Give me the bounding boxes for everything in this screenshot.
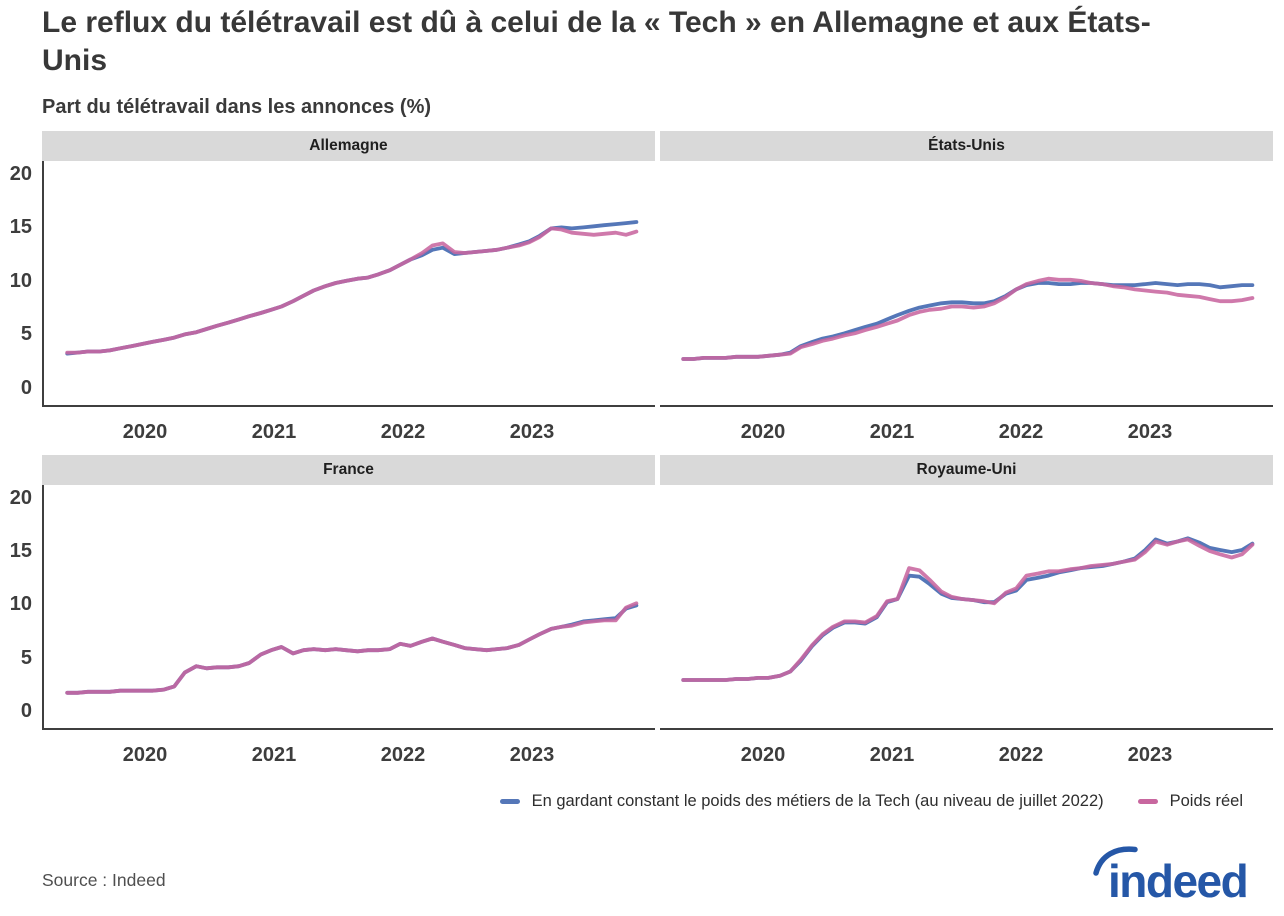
x-tick-label: 2020 xyxy=(122,421,168,443)
y-tick-label: 15 xyxy=(9,216,32,238)
x-axis-labels-royaume-uni: 2020 2021 2022 2023 xyxy=(660,730,1273,770)
indeed-logo-text: indeed xyxy=(1108,855,1247,906)
plot-area-royaume-uni xyxy=(660,485,1273,730)
source-note: Source : Indeed xyxy=(42,870,166,890)
y-axis-labels-bottom: 20 15 10 5 0 xyxy=(0,485,36,728)
x-tick-label: 2021 xyxy=(251,421,297,443)
y-axis-labels-top: 20 15 10 5 0 xyxy=(0,161,36,405)
y-tick-label: 0 xyxy=(20,700,32,722)
plot-area-france xyxy=(42,485,655,730)
y-tick-label: 10 xyxy=(9,593,32,615)
x-tick-label: 2021 xyxy=(869,421,915,443)
legend-label-poids-reel: Poids réel xyxy=(1169,791,1243,810)
facet-header-etats-unis: États-Unis xyxy=(660,131,1273,161)
facet-etats-unis: États-Unis 2020 2021 2022 2023 xyxy=(660,131,1273,447)
indeed-logo: indeed xyxy=(1086,840,1258,907)
facet-france: France 2020 2021 2022 2023 xyxy=(42,455,655,770)
x-tick-label: 2023 xyxy=(1127,421,1173,443)
line-poids-reel xyxy=(681,537,1255,682)
plot-area-etats-unis xyxy=(660,161,1273,407)
page-title: Le reflux du télétravail est dû à celui … xyxy=(42,6,1151,77)
x-tick-label: 2020 xyxy=(740,421,786,443)
x-tick-label: 2023 xyxy=(1127,744,1173,766)
legend-key-poids-reel-line xyxy=(1137,798,1158,804)
chart-subtitle: Part du télétravail dans les annonces (%… xyxy=(42,96,432,118)
x-axis-labels-etats-unis: 2020 2021 2022 2023 xyxy=(660,407,1273,447)
y-tick-label: 15 xyxy=(9,540,32,562)
x-tick-label: 2021 xyxy=(869,744,915,766)
y-tick-label: 10 xyxy=(9,270,32,292)
x-tick-label: 2022 xyxy=(380,744,426,766)
y-tick-label: 20 xyxy=(9,487,32,509)
x-tick-label: 2020 xyxy=(740,744,786,766)
legend-label-tech-constant: En gardant constant le poids des métiers… xyxy=(531,791,1104,810)
line-tech-constant xyxy=(65,220,639,356)
x-axis-labels-allemagne: 2020 2021 2022 2023 xyxy=(42,407,655,447)
y-tick-label: 5 xyxy=(20,323,32,345)
x-tick-label: 2023 xyxy=(509,421,555,443)
plot-area-allemagne xyxy=(42,161,655,407)
facet-header-royaume-uni: Royaume-Uni xyxy=(660,455,1273,485)
x-axis-labels-france: 2020 2021 2022 2023 xyxy=(42,730,655,770)
line-poids-reel xyxy=(65,226,639,355)
x-tick-label: 2023 xyxy=(509,744,555,766)
facet-header-allemagne: Allemagne xyxy=(42,131,655,161)
y-tick-label: 0 xyxy=(20,377,32,399)
x-tick-label: 2021 xyxy=(251,744,297,766)
line-poids-reel xyxy=(65,601,639,695)
indeed-logo-arc-icon xyxy=(1093,846,1138,876)
y-tick-label: 5 xyxy=(20,647,32,669)
x-tick-label: 2022 xyxy=(380,421,426,443)
legend-key-tech-constant-line xyxy=(499,798,520,804)
facet-header-france: France xyxy=(42,455,655,485)
legend: En gardant constant le poids des métiers… xyxy=(499,788,1243,814)
line-tech-constant xyxy=(681,536,1255,682)
x-tick-label: 2022 xyxy=(998,421,1044,443)
y-tick-label: 20 xyxy=(9,163,32,185)
facet-royaume-uni: Royaume-Uni 2020 2021 2022 2023 xyxy=(660,455,1273,770)
line-poids-reel xyxy=(681,276,1255,361)
facet-allemagne: Allemagne 2020 2021 2022 2023 xyxy=(42,131,655,447)
x-tick-label: 2022 xyxy=(998,744,1044,766)
x-tick-label: 2020 xyxy=(122,744,168,766)
